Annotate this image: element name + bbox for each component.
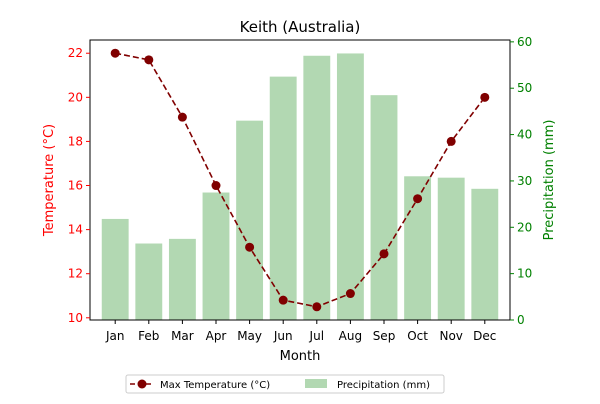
left-tick-label-20: 20: [68, 90, 83, 104]
right-y-axis-label: Precipitation (mm): [542, 120, 557, 241]
temperature-line-path: [115, 52, 486, 308]
temperature-line: [110, 48, 490, 312]
left-tick-label-14: 14: [68, 223, 83, 237]
temperature-point-sep: [379, 249, 389, 259]
temperature-point-dec: [480, 92, 490, 102]
precipitation-bar-sep: [370, 95, 398, 320]
precipitation-bar-dec: [471, 188, 499, 320]
x-tick-label-jun: Jun: [273, 329, 293, 343]
right-tick-label-10: 10: [517, 267, 532, 281]
precipitation-bar-mar: [168, 238, 196, 320]
right-tick-label-60: 60: [517, 35, 532, 49]
x-tick-label-nov: Nov: [439, 329, 462, 343]
precipitation-bars: [101, 53, 499, 321]
x-axis-label: Month: [280, 349, 321, 364]
precipitation-bar-jan: [101, 218, 129, 320]
axes: Jan Feb Mar Apr May Jun Jul Aug Sep Oct Nov Dec 10 12…: [68, 35, 533, 343]
temperature-point-may: [245, 242, 255, 252]
x-tick-label-mar: Mar: [171, 329, 194, 343]
temperature-point-mar: [177, 112, 187, 122]
precipitation-bar-jul: [303, 55, 331, 320]
x-tick-label-jan: Jan: [105, 329, 125, 343]
x-tick-label-dec: Dec: [473, 329, 496, 343]
temperature-point-jan: [110, 48, 120, 58]
x-tick-label-jul: Jul: [309, 329, 324, 343]
precipitation-bar-nov: [437, 177, 465, 320]
legend-frame: [125, 374, 445, 394]
x-tick-label-feb: Feb: [138, 329, 159, 343]
legend: Max Temperature (°C) Precipitation (mm): [125, 374, 445, 394]
x-tick-label-apr: Apr: [206, 329, 227, 343]
precipitation-bar-aug: [336, 53, 364, 320]
left-tick-label-18: 18: [68, 134, 83, 148]
temperature-point-oct: [413, 194, 423, 204]
temperature-point-aug: [345, 289, 355, 299]
left-tick-label-12: 12: [68, 267, 83, 281]
right-tick-label-20: 20: [517, 220, 532, 234]
x-tick-label-aug: Aug: [339, 329, 362, 343]
x-tick-label-oct: Oct: [407, 329, 428, 343]
temperature-point-apr: [211, 181, 221, 191]
chart-title: Keith (Australia): [240, 18, 361, 36]
precipitation-bar-jun: [269, 76, 297, 321]
precipitation-bar-may: [236, 120, 264, 320]
legend-precipitation-label: Precipitation (mm): [337, 380, 430, 391]
left-tick-label-16: 16: [68, 179, 83, 193]
right-tick-label-30: 30: [517, 174, 532, 188]
precipitation-bar-apr: [202, 192, 230, 320]
legend-temperature-label: Max Temperature (°C): [160, 380, 270, 391]
left-tick-label-22: 22: [68, 46, 83, 60]
temperature-point-jul: [312, 302, 322, 312]
temperature-point-feb: [144, 55, 154, 65]
right-tick-label-40: 40: [517, 128, 532, 142]
left-tick-label-10: 10: [68, 311, 83, 325]
temperature-point-nov: [446, 136, 456, 146]
legend-bar-sample: [305, 379, 327, 388]
precipitation-bar-feb: [135, 243, 163, 320]
left-y-axis-label: Temperature (°C): [42, 124, 57, 237]
right-tick-label-0: 0: [517, 313, 525, 327]
right-tick-label-50: 50: [517, 81, 532, 95]
temperature-point-jun: [278, 295, 288, 305]
plot-frame: [89, 39, 511, 321]
legend-line-marker: [137, 379, 147, 389]
x-tick-label-may: May: [237, 329, 262, 343]
x-tick-label-sep: Sep: [373, 329, 396, 343]
